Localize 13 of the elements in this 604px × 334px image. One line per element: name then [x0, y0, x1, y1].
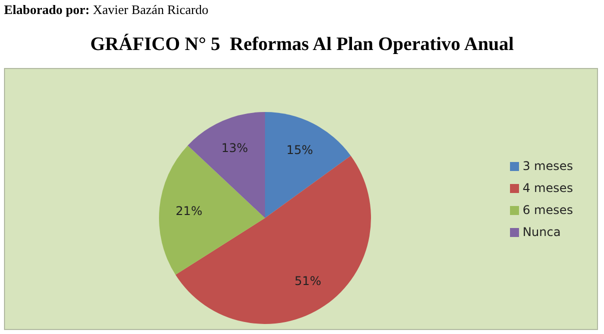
pie-slice	[265, 112, 351, 218]
data-label: 21%	[176, 204, 202, 218]
pie-slice	[176, 156, 371, 324]
text: Elaborado por: Xavier Bazán Ricardo	[4, 2, 208, 18]
legend-label: 6 meses	[522, 203, 573, 217]
pie-slice	[159, 145, 265, 275]
data-label: 51%	[294, 274, 322, 288]
chart-title: GRÁFICO N° 5 Reformas Al Plan Operativo Anual	[89, 34, 515, 56]
legend-label: 3 meses	[522, 159, 573, 173]
data-label: 15%	[286, 143, 313, 157]
legend-label: Nunca	[522, 225, 561, 239]
data-label: 13%	[221, 140, 248, 155]
legend-label: 4 meses	[522, 181, 573, 195]
